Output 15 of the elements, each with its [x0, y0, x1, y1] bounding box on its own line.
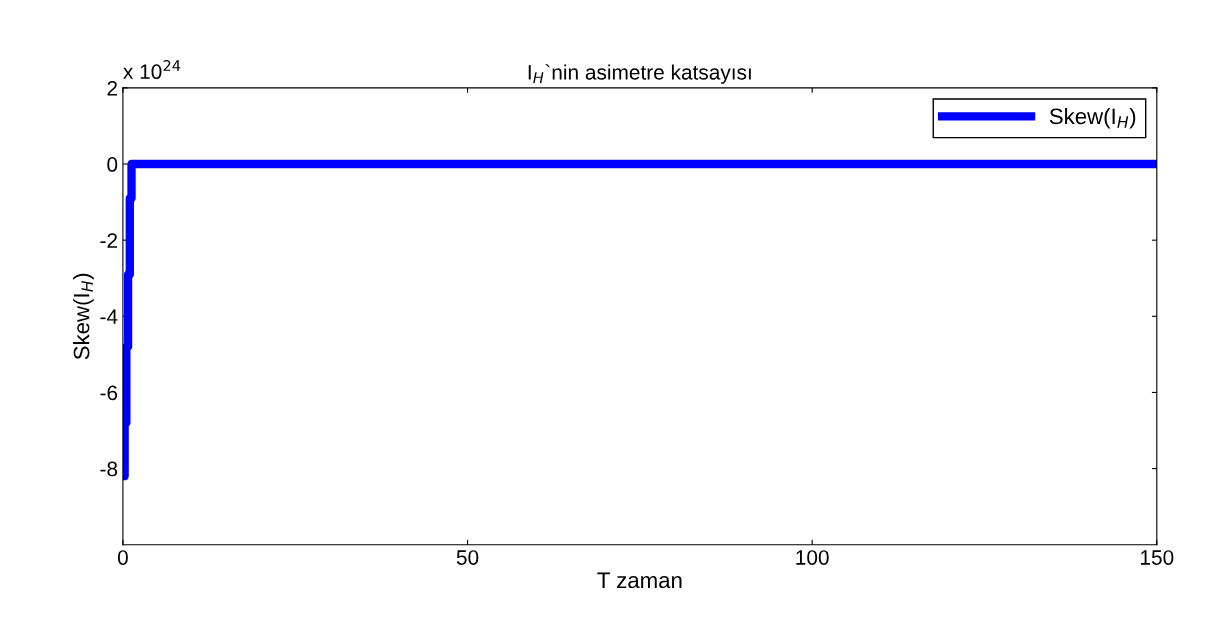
y-tick-label: -4 — [100, 309, 118, 324]
y-tick-label: -2 — [100, 233, 117, 248]
chart-title: I$_{H}$`nin asimetre katsayısı — [528, 64, 751, 84]
y-axis-title: Skew(I$_{H}$) — [73, 273, 94, 360]
x-tick-label: 100 — [796, 550, 829, 565]
y-tick-label: 2 — [107, 80, 117, 96]
x-tick-label: 50 — [456, 550, 479, 565]
y-tick-label: -8 — [100, 461, 118, 477]
x-tick-label: 150 — [1141, 550, 1174, 565]
text: x 10$^{24}$ — [123, 60, 181, 80]
legend-label: Skew(I$_{H}$) — [1049, 107, 1136, 129]
y-tick-label: 0 — [107, 157, 118, 172]
x-axis-title: T zaman — [597, 572, 682, 589]
x-tick-label: 0 — [117, 550, 128, 565]
y-tick-label: -6 — [100, 385, 118, 401]
